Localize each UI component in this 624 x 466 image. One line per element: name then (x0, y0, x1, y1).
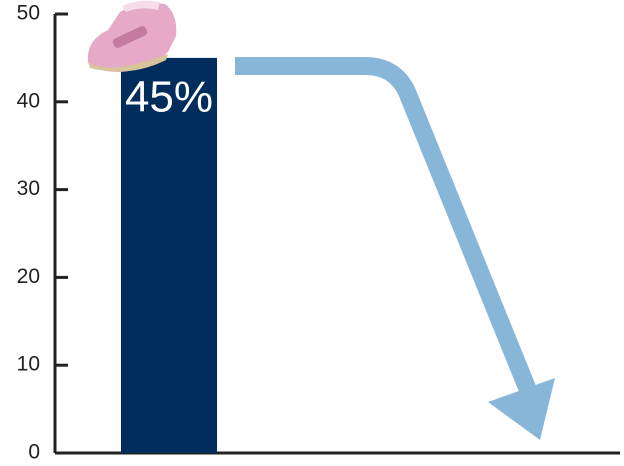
bar (121, 57, 217, 454)
y-tick-label: 20 (17, 265, 40, 288)
y-tick-label: 0 (28, 441, 40, 464)
value-label: 45% (125, 73, 213, 122)
arrow (235, 57, 541, 404)
y-tick-label: 50 (17, 2, 40, 25)
shoe (87, 0, 177, 72)
y-tick-label: 40 (17, 89, 40, 112)
y-tick-label: 10 (17, 353, 40, 376)
y-tick-label: 30 (17, 177, 40, 200)
arrow-head (488, 378, 555, 440)
